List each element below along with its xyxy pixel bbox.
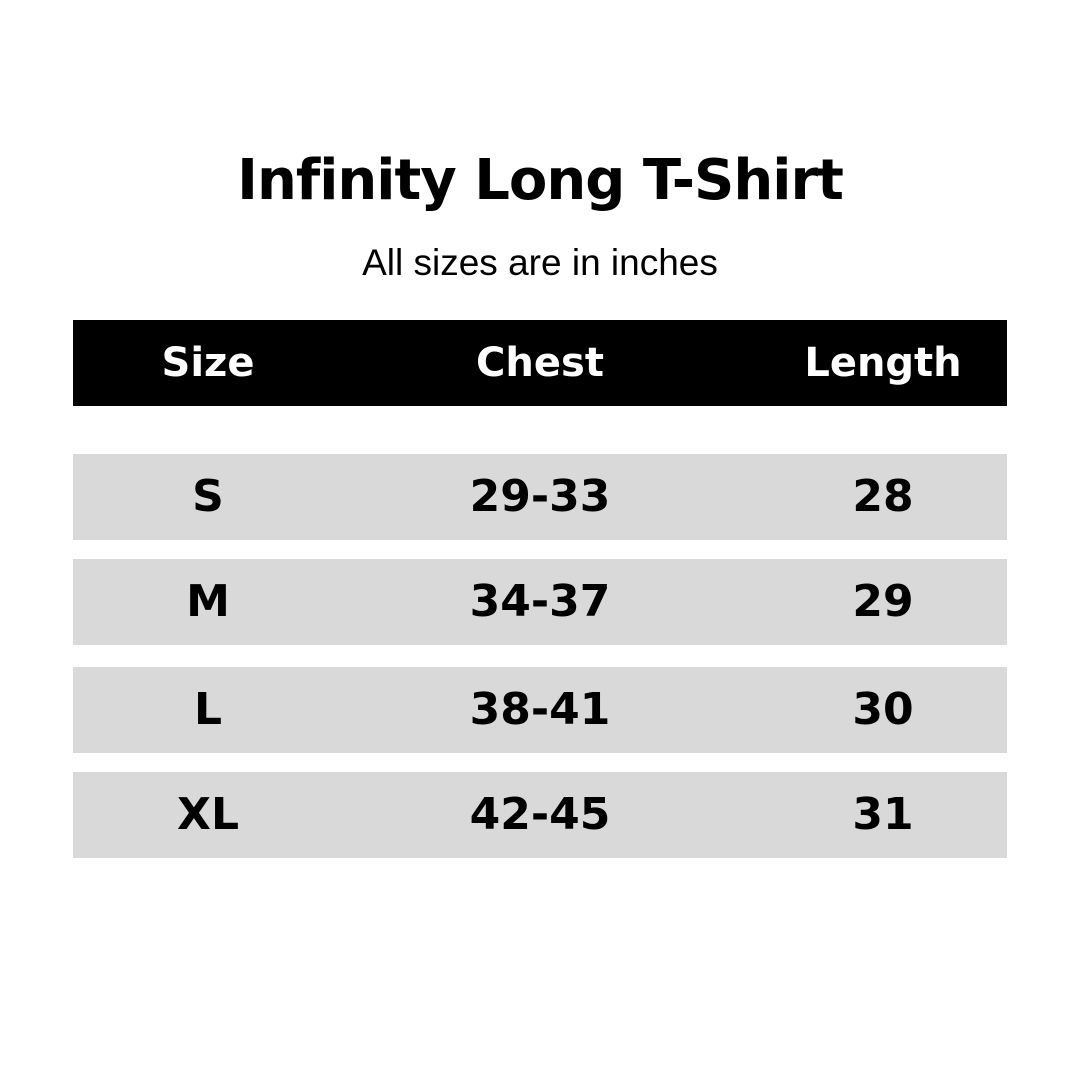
cell-size: S: [192, 471, 224, 522]
cell-length: 29: [852, 576, 914, 627]
cell-size: L: [193, 684, 223, 735]
table-row: L 38-41 30: [73, 667, 1007, 753]
cell-chest: 38-41: [469, 684, 611, 735]
table-header: Size Chest Length: [73, 320, 1007, 406]
page-title: Infinity Long T-Shirt: [237, 148, 844, 213]
header-size: Size: [161, 340, 255, 386]
header-length: Length: [804, 340, 962, 386]
table-row: XL 42-45 31: [73, 772, 1007, 858]
cell-length: 30: [852, 684, 914, 735]
table-row: M 34-37 29: [73, 559, 1007, 645]
cell-size: M: [186, 576, 230, 627]
cell-length: 31: [852, 789, 914, 840]
cell-chest: 29-33: [469, 471, 611, 522]
table-row: S 29-33 28: [73, 454, 1007, 540]
cell-size: XL: [177, 789, 239, 840]
page-subtitle: All sizes are in inches: [362, 242, 718, 283]
cell-chest: 42-45: [469, 789, 611, 840]
header-chest: Chest: [476, 340, 604, 386]
cell-length: 28: [852, 471, 914, 522]
cell-chest: 34-37: [469, 576, 611, 627]
